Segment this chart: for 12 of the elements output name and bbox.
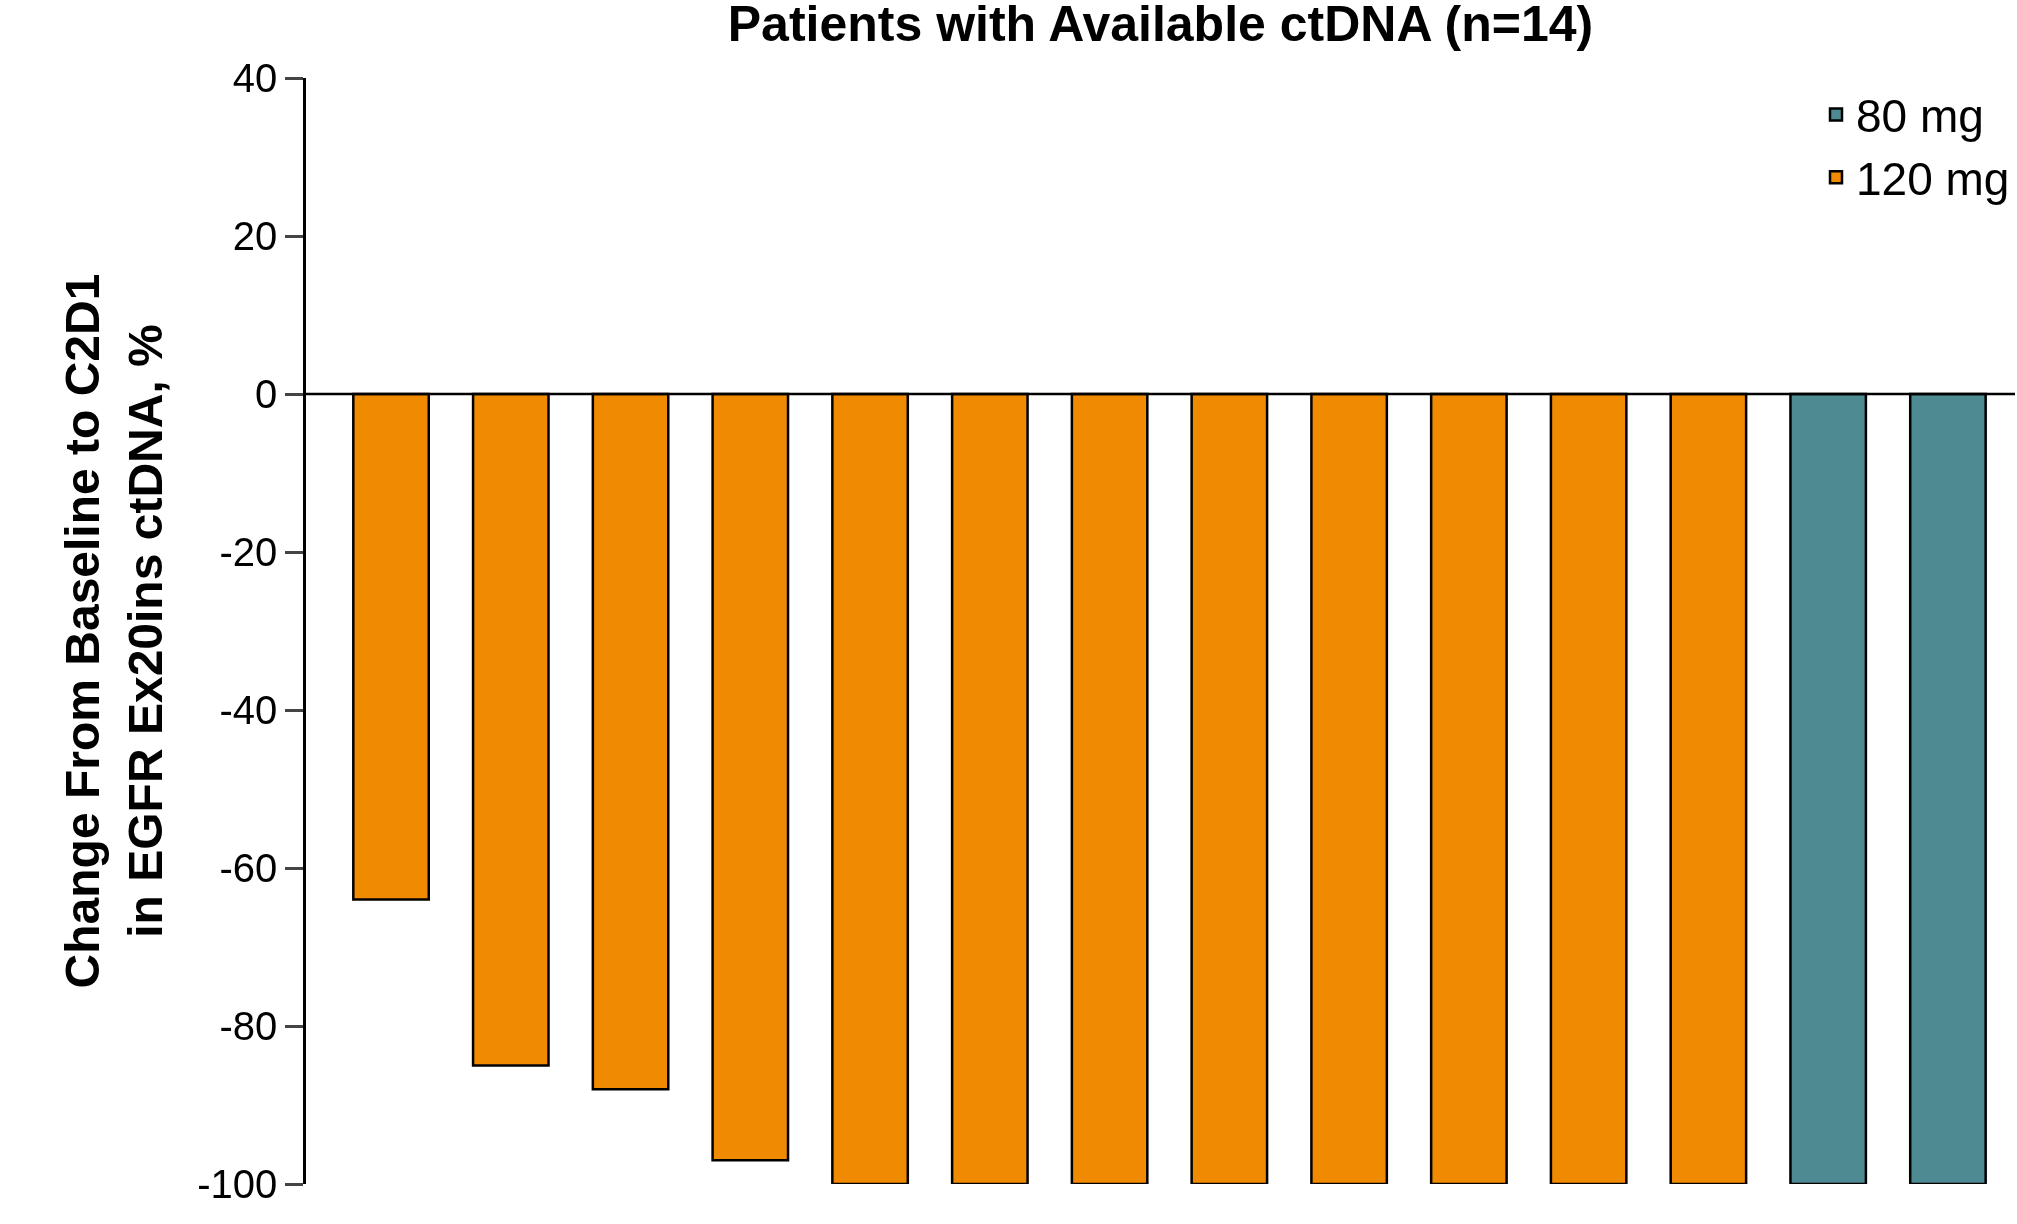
- y-axis-title: Change From Baseline to C2D1 in EGFR Ex20ins ctDNA, %: [56, 273, 172, 989]
- y-tick-label: 20: [232, 214, 278, 258]
- y-tick-label: -20: [219, 530, 278, 574]
- y-tick-label: 0: [255, 372, 278, 416]
- y-tick-label: 40: [232, 56, 278, 100]
- y-tick-label: -80: [219, 1004, 278, 1048]
- chart-title: Patients with Available ctDNA (n=14): [727, 0, 1594, 53]
- y-tick-label: -60: [219, 846, 278, 890]
- legend-label: 120 mg: [1856, 153, 2010, 206]
- y-tick-label: -100: [197, 1162, 278, 1206]
- legend-label: 80 mg: [1856, 90, 1984, 143]
- y-tick-label: -40: [219, 688, 278, 732]
